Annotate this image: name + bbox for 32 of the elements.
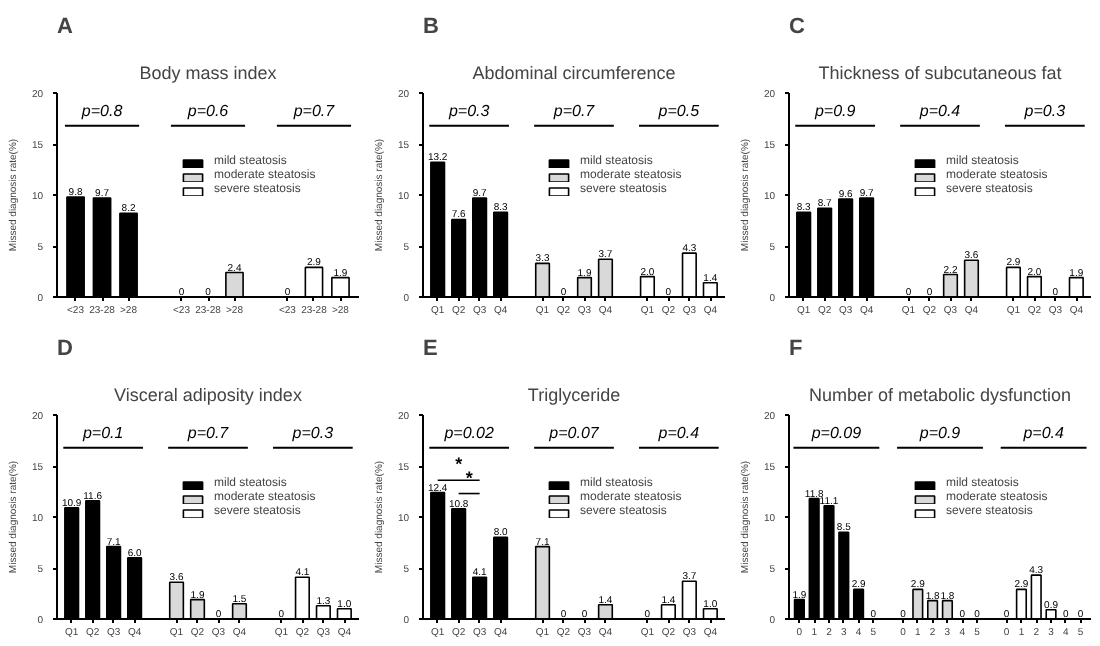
annotation: p=0.4 [1021,423,1065,442]
annotation: p=0.5 [656,101,701,120]
text: C [789,15,805,39]
annotation: * [455,454,464,475]
annotation: p=0.7 [551,101,596,120]
annotation: p=0.07 [547,423,600,442]
text: E [423,337,438,361]
text: D [57,337,73,361]
annotation: p=0.09 [809,423,863,442]
annotation: p=0.3 [290,423,335,442]
text: F [789,337,803,361]
annotation: p=0.3 [446,101,491,120]
annotation: p=0.6 [185,101,230,120]
annotation: p=0.1 [80,423,124,442]
annotation: p=0.3 [1022,101,1067,120]
text: A [57,15,73,39]
annotation: p=0.02 [442,423,495,442]
chart-title: Triglyceride [527,385,621,405]
chart-title: Thickness of subcutaneous fat [818,63,1063,83]
chart-title: Number of metabolic dysfunction [808,385,1072,405]
annotation: p=0.4 [917,101,962,120]
annotation: p=0.9 [917,423,962,442]
annotation: p=0.4 [656,423,701,442]
annotation: p=0.7 [185,423,230,442]
annotation: p=0.8 [79,101,124,120]
text: B [423,15,439,39]
chart-title: Visceral adiposity index [114,385,303,405]
chart-title: Abdominal circumference [472,63,676,83]
chart-title: Body mass index [139,63,278,83]
annotation: * [465,467,474,488]
annotation: p=0.9 [812,101,857,120]
annotation: p=0.7 [291,101,336,120]
